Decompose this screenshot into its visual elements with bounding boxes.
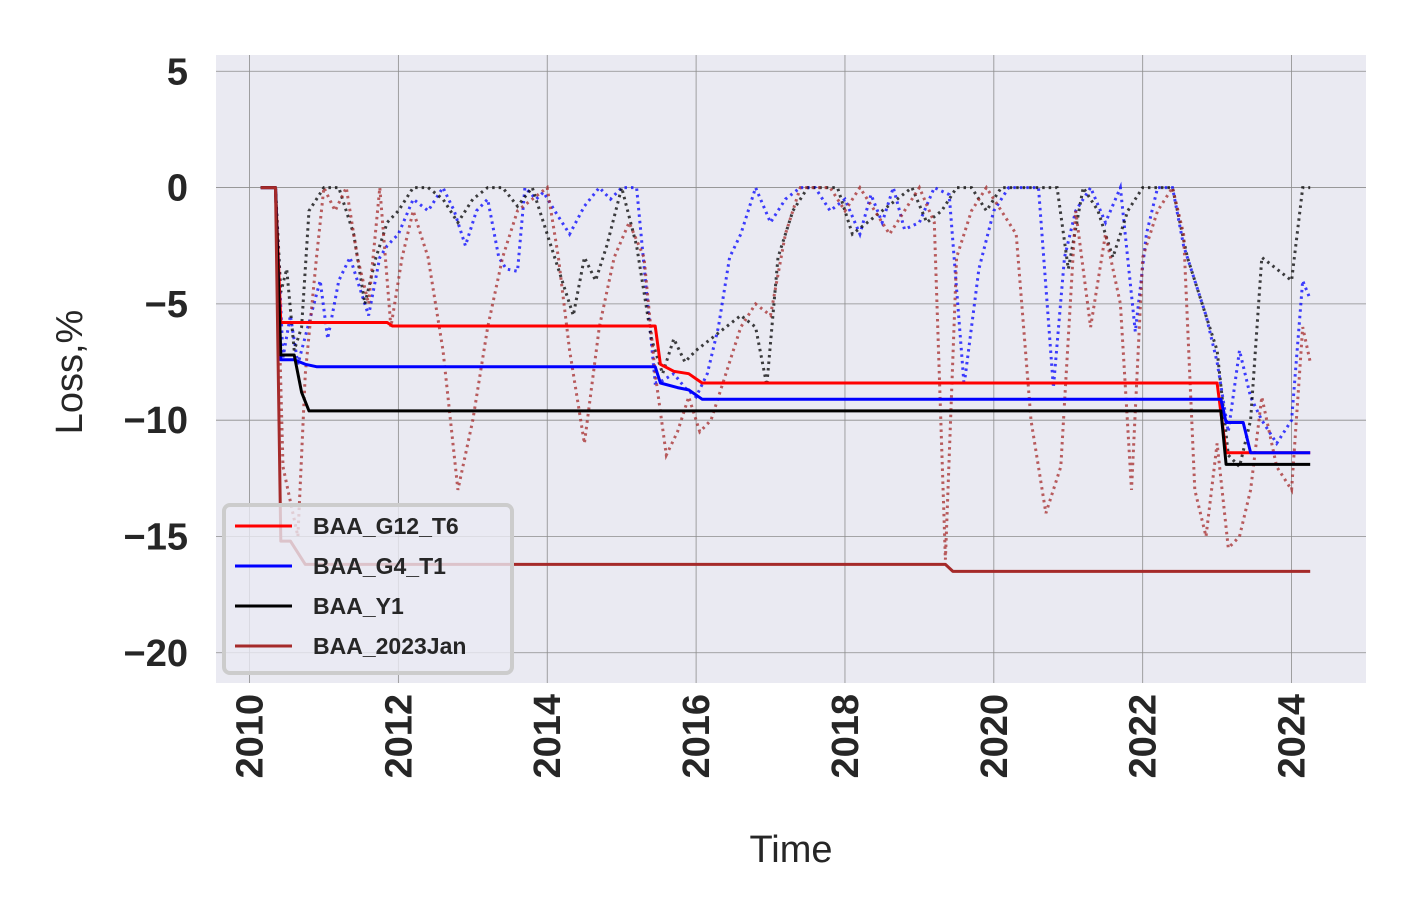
legend-label: BAA_2023Jan [313, 633, 466, 659]
x-tick-label: 2014 [527, 694, 569, 779]
x-tick-labels: 2010 2012 2014 2016 2018 2020 2022 2024 [229, 694, 1313, 779]
series-line-BAA_G4_T1 [260, 186, 1311, 455]
series-trace-BAA_2023Jan [274, 182, 1312, 560]
x-tick-label: 2020 [974, 694, 1016, 779]
grid-lines [216, 55, 1366, 683]
legend: BAA_G12_T6 BAA_G4_T1 BAA_Y1 BAA_2023Jan [222, 503, 514, 675]
y-tick-label: −5 [145, 284, 188, 326]
y-tick-label: −15 [124, 516, 188, 558]
y-tick-label: −20 [124, 633, 188, 675]
y-tick-label: −10 [124, 400, 188, 442]
legend-label: BAA_G12_T6 [313, 513, 459, 539]
x-tick-label: 2022 [1123, 694, 1165, 779]
y-axis-label: Loss,% [49, 310, 91, 435]
legend-box [222, 503, 514, 675]
legend-label: BAA_Y1 [313, 593, 404, 619]
y-tick-labels: 5 0 −5 −10 −15 −20 [124, 51, 188, 674]
y-tick-label: 5 [167, 51, 188, 93]
x-tick-label: 2024 [1272, 694, 1314, 779]
legend-label: BAA_G4_T1 [313, 553, 446, 579]
x-tick-label: 2018 [825, 694, 867, 779]
x-tick-label: 2016 [676, 694, 718, 779]
x-axis-label: Time [749, 829, 832, 871]
x-tick-label: 2012 [378, 694, 420, 779]
series-trace-BAA_Y1 [274, 183, 1311, 470]
dotted-traces [274, 181, 1312, 560]
x-tick-label: 2010 [229, 694, 271, 779]
y-tick-label: 0 [167, 168, 188, 210]
